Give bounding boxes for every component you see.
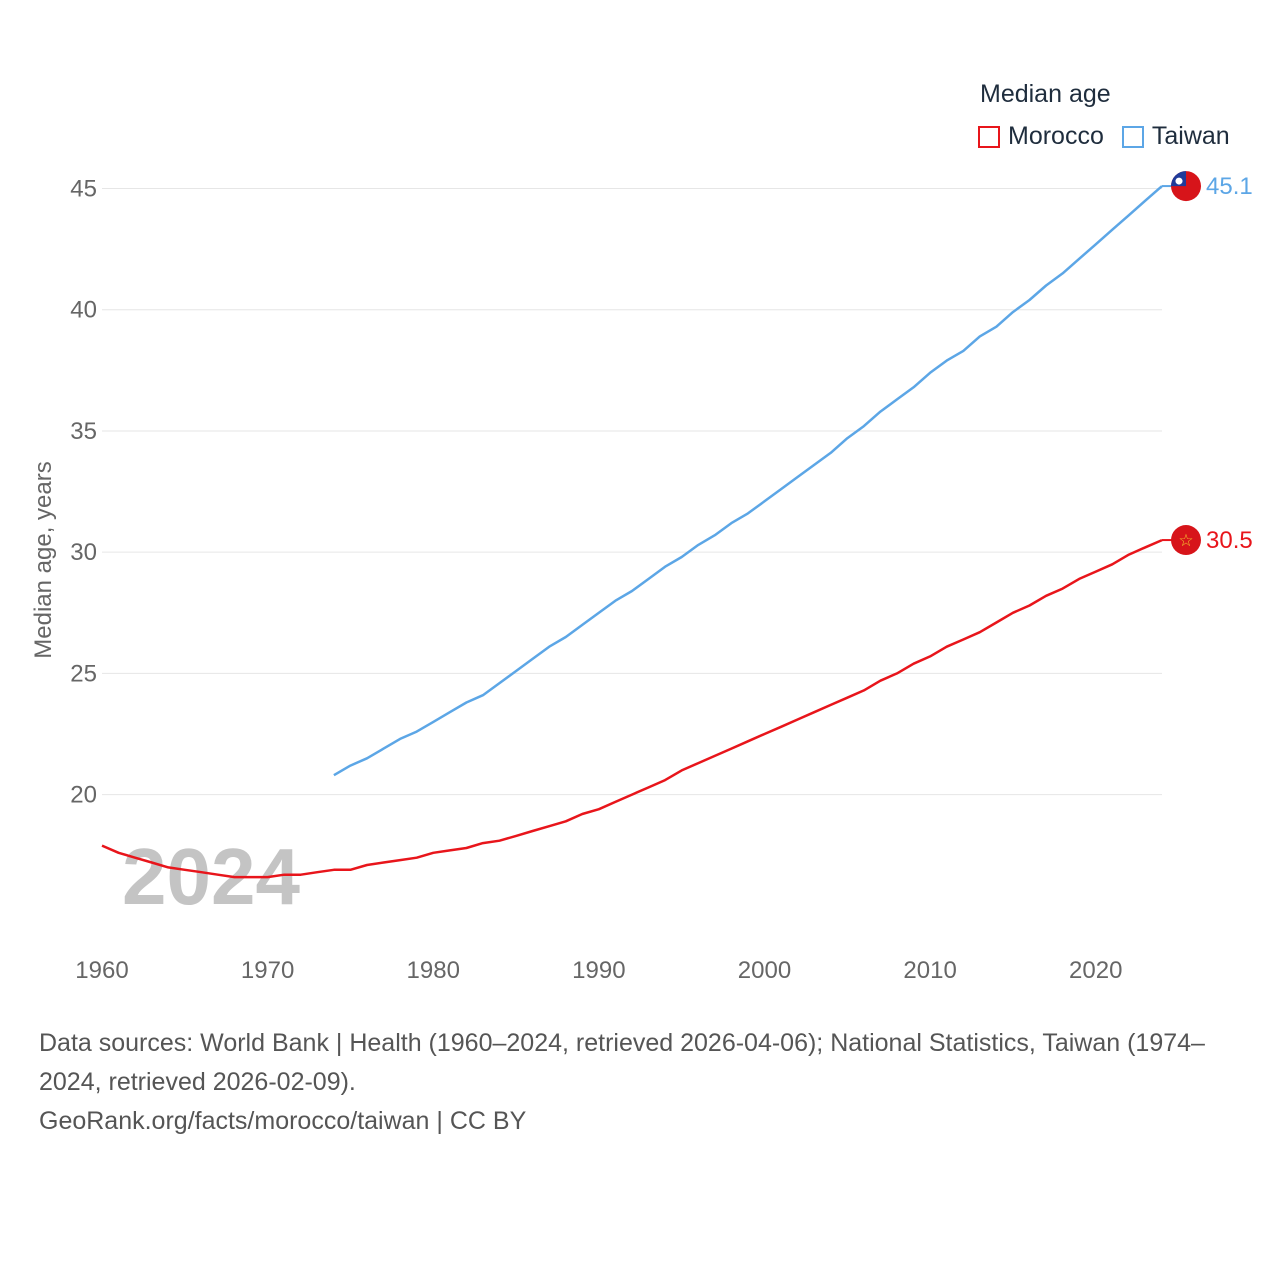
end-value-label-morocco: 30.5 bbox=[1206, 527, 1253, 554]
x-tick-label: 2020 bbox=[1069, 957, 1122, 984]
x-tick-label: 1990 bbox=[572, 957, 625, 984]
legend-title: Median age bbox=[980, 80, 1111, 108]
x-tick-label: 1980 bbox=[407, 957, 460, 984]
x-tick-label: 1960 bbox=[75, 957, 128, 984]
y-tick-label: 40 bbox=[70, 297, 97, 324]
x-tick-label: 1970 bbox=[241, 957, 294, 984]
legend-swatch-morocco bbox=[978, 125, 1000, 148]
series-line-morocco bbox=[101, 538, 1163, 879]
legend-item-taiwan[interactable]: Taiwan bbox=[1121, 122, 1230, 151]
y-tick-label: 45 bbox=[70, 175, 97, 202]
legend: Morocco Taiwan bbox=[978, 122, 1248, 151]
legend-label-taiwan: Taiwan bbox=[1151, 122, 1230, 150]
y-axis-label: Median age, years bbox=[30, 461, 57, 658]
legend-label-morocco: Morocco bbox=[1008, 122, 1104, 150]
series-line-taiwan bbox=[333, 185, 1163, 777]
taiwan-flag-icon bbox=[1171, 171, 1201, 202]
legend-item-morocco[interactable]: Morocco bbox=[978, 122, 1104, 151]
flag-star: ☆ bbox=[1178, 531, 1193, 551]
y-tick-label: 30 bbox=[70, 539, 97, 566]
flag-circle bbox=[1171, 525, 1201, 556]
end-value-label-taiwan: 45.1 bbox=[1206, 173, 1253, 200]
x-tick-label: 2000 bbox=[738, 957, 791, 984]
legend-swatch-taiwan bbox=[1121, 125, 1144, 148]
y-tick-label: 25 bbox=[70, 660, 97, 687]
flag-sun bbox=[1175, 177, 1183, 185]
data-sources-note: Data sources: World Bank | Health (1960–… bbox=[39, 1029, 1205, 1096]
footer: Data sources: World Bank | Health (1960–… bbox=[39, 1024, 1249, 1141]
y-tick-label: 35 bbox=[70, 418, 97, 445]
line-chart: 20 25 30 35 40 45 1960 1970 1980 1990 2000 2010 2020… bbox=[30, 171, 1253, 984]
y-tick-label: 20 bbox=[70, 782, 97, 809]
x-tick-label: 2010 bbox=[903, 957, 956, 984]
credit-link[interactable]: GeoRank.org/facts/morocco/taiwan | CC BY bbox=[39, 1107, 527, 1135]
morocco-flag-icon: ☆ bbox=[1171, 525, 1201, 556]
